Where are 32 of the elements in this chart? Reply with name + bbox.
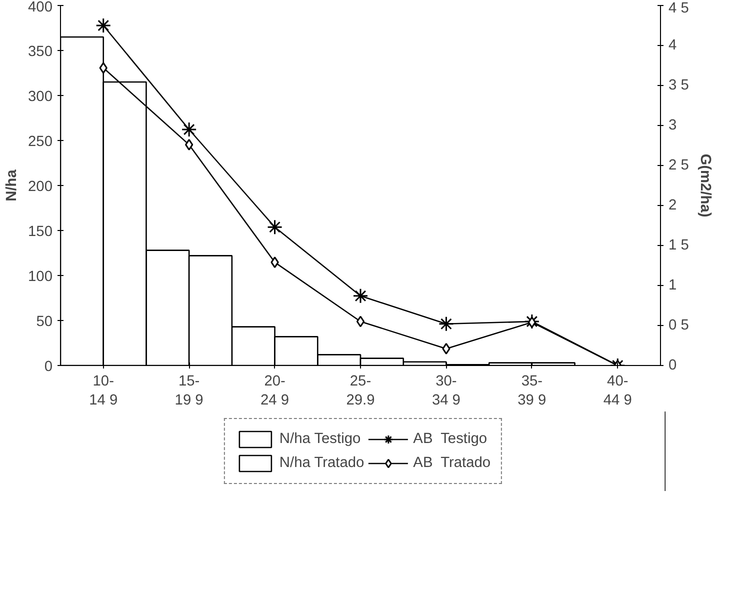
y-tick-label: 400 [28,0,53,16]
y-tick-label: 350 [28,44,53,60]
legend-label: N/ha Testigo [279,431,361,447]
y2-tick-label: 1 [668,278,677,294]
y-tick-label: 200 [28,179,53,195]
legend-label: AB Tratado [413,455,491,471]
y2-tick-label: 4 5 [668,0,689,16]
x-tick-label: 30- 34 9 [432,374,460,409]
y2-axis-title: G(m2/ha) [696,154,713,218]
y-tick-label: 100 [28,269,53,285]
x-tick-label: 25- 29.9 [346,374,375,409]
y2-tick-label: 2 5 [668,158,689,174]
x-tick-label: 15- 19 9 [174,374,204,409]
y2-tick-label: 2 [668,198,677,214]
y2-tick-label: 3 [668,118,677,134]
legend-label: AB Testigo [413,431,488,447]
legend-label: N/ha Tratado [279,455,364,471]
x-tick-label: 20- 24 9 [260,374,290,409]
x-tick-label: 10- 14 9 [89,374,118,409]
x-tick-label: 35- 39 9 [518,374,546,409]
y-tick-label: 250 [28,134,53,150]
y2-tick-label: 3 5 [668,78,689,94]
y-tick-label: 150 [28,224,53,240]
y-tick-label: 300 [28,89,53,105]
y2-tick-label: 0 [668,358,677,374]
y-axis-title: N/ha [4,168,20,202]
y-tick-label: 50 [36,314,53,330]
x-tick-label: 40- 44 9 [603,374,632,409]
y2-tick-label: 4 [668,38,677,54]
y2-tick-label: 0 5 [668,318,689,334]
y-tick-label: 0 [44,359,53,375]
y2-tick-label: 1 5 [668,238,689,254]
